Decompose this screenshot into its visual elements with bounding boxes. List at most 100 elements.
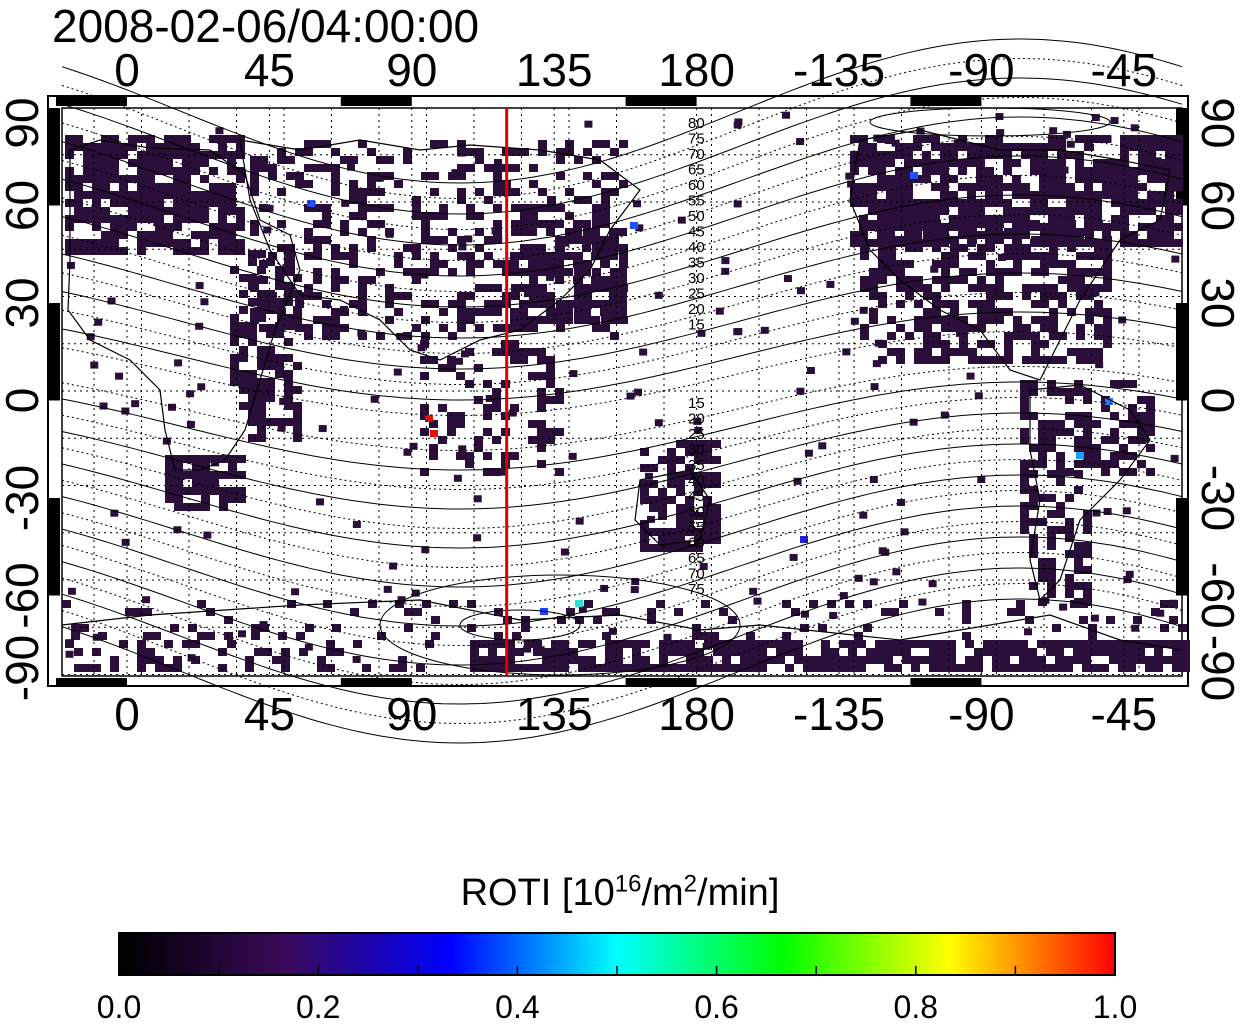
data-cell	[1031, 348, 1040, 356]
data-cell	[941, 300, 950, 308]
data-cell	[1055, 648, 1064, 656]
data-cell	[704, 664, 713, 672]
data-cell	[1057, 175, 1066, 183]
data-cell	[639, 348, 648, 356]
data-cell	[483, 428, 492, 436]
data-cell	[677, 648, 686, 656]
data-cell	[965, 640, 974, 648]
data-cell	[248, 330, 257, 338]
data-cell	[1109, 648, 1118, 656]
lat-tick-left: -90	[0, 635, 48, 701]
data-cell	[533, 664, 542, 672]
data-cell	[685, 472, 694, 480]
data-cell	[573, 236, 582, 244]
data-cell	[887, 332, 896, 340]
data-cell	[877, 135, 886, 143]
data-cell	[929, 664, 938, 672]
data-cell	[574, 156, 583, 164]
data-cell	[722, 648, 731, 656]
data-cell	[859, 199, 868, 207]
data-cell	[1169, 184, 1178, 192]
data-cell-highlight	[910, 172, 918, 179]
data-cell	[349, 212, 358, 220]
data-cell	[1172, 648, 1181, 656]
data-cell	[1160, 624, 1169, 632]
contour-label: 15	[688, 395, 705, 412]
data-cell	[575, 517, 584, 525]
data-cell	[821, 656, 830, 664]
data-cell	[83, 207, 92, 215]
data-cell	[537, 444, 546, 452]
data-cell	[537, 348, 546, 356]
data-cell	[421, 332, 430, 340]
data-cell	[641, 664, 650, 672]
data-cell	[1065, 494, 1074, 502]
data-cell	[519, 252, 528, 260]
data-cell	[412, 268, 421, 276]
data-cell	[950, 220, 959, 228]
data-cell	[331, 148, 340, 156]
data-cell	[873, 134, 882, 142]
coast-eurasia	[239, 139, 641, 361]
data-cell	[1048, 167, 1057, 175]
data-cell	[131, 400, 140, 408]
data-cell	[259, 156, 268, 164]
data-cell-highlight	[800, 536, 808, 543]
data-cell	[555, 268, 564, 276]
data-cell	[806, 366, 815, 374]
data-cell	[574, 316, 583, 324]
data-cell	[632, 648, 641, 656]
data-cell	[74, 199, 83, 207]
data-cell	[609, 228, 618, 236]
data-cell	[1138, 135, 1147, 143]
data-cell	[614, 640, 623, 648]
data-cell	[601, 300, 610, 308]
data-cell	[466, 204, 475, 212]
data-cell	[1125, 570, 1134, 578]
data-cell	[722, 664, 731, 672]
data-cell	[634, 388, 643, 396]
data-cell	[1128, 380, 1137, 388]
data-cell	[92, 207, 101, 215]
data-cell	[1147, 175, 1156, 183]
data-cell	[995, 236, 1004, 244]
data-cell	[1156, 223, 1165, 231]
data-cell	[299, 648, 308, 656]
data-cell	[537, 284, 546, 292]
data-cell	[1056, 478, 1065, 486]
data-cell	[932, 276, 941, 284]
data-cell	[1064, 640, 1073, 648]
data-cell	[1065, 534, 1074, 542]
data-cell	[218, 223, 227, 231]
data-cell	[904, 239, 913, 247]
data-cell	[1074, 542, 1083, 550]
data-cell	[510, 348, 519, 356]
data-cell	[1031, 252, 1040, 260]
data-cell	[619, 252, 628, 260]
data-cell	[466, 212, 475, 220]
data-cell	[1012, 183, 1021, 191]
lat-tick-right: 30	[1192, 277, 1240, 328]
data-cell	[412, 244, 421, 252]
data-cell	[475, 284, 484, 292]
data-cell	[1048, 143, 1057, 151]
data-cell	[295, 180, 304, 188]
data-cell	[1147, 167, 1156, 175]
data-cell	[438, 436, 447, 444]
data-cell	[839, 656, 848, 664]
data-cell	[986, 316, 995, 324]
data-cell	[967, 207, 976, 215]
data-cell	[1174, 183, 1183, 191]
data-cell	[654, 419, 663, 427]
data-cell	[1003, 159, 1012, 167]
data-cell	[128, 175, 137, 183]
data-cell	[528, 436, 537, 444]
data-cell	[644, 472, 653, 480]
data-cell	[191, 231, 200, 239]
data-cell	[1094, 356, 1103, 364]
data-cell	[119, 199, 128, 207]
data-cell	[110, 231, 119, 239]
data-cell	[1021, 143, 1030, 151]
data-cell	[1067, 228, 1076, 236]
data-cell	[385, 284, 394, 292]
